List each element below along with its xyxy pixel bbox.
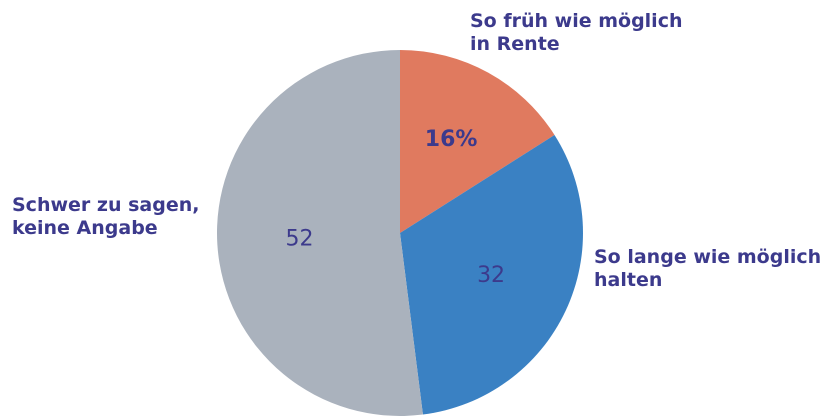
pie-value-labels: 16% 32 52 [286, 127, 506, 288]
slice-label-early-retirement: So früh wie möglich in Rente [470, 10, 683, 56]
slice-early-retirement [400, 50, 555, 233]
slice-label-line: keine Angabe [12, 217, 158, 239]
data-label: 32 [477, 263, 505, 288]
slice-label-hard-to-say: Schwer zu sagen, keine Angabe [12, 194, 199, 240]
data-label: 16% [425, 127, 478, 152]
slice-label-line: halten [594, 269, 663, 291]
slice-label-line: Schwer zu sagen, [12, 194, 200, 216]
slice-label-line: So früh wie möglich [470, 10, 683, 32]
slice-hard-to-say [217, 50, 423, 416]
slice-label-line: in Rente [470, 33, 560, 55]
data-label: 52 [286, 226, 314, 251]
slice-label-work-long: So lange wie möglich halten [594, 246, 821, 292]
pie-slices [217, 50, 583, 416]
slice-work-long [400, 134, 583, 415]
slice-label-line: So lange wie möglich [594, 246, 822, 268]
